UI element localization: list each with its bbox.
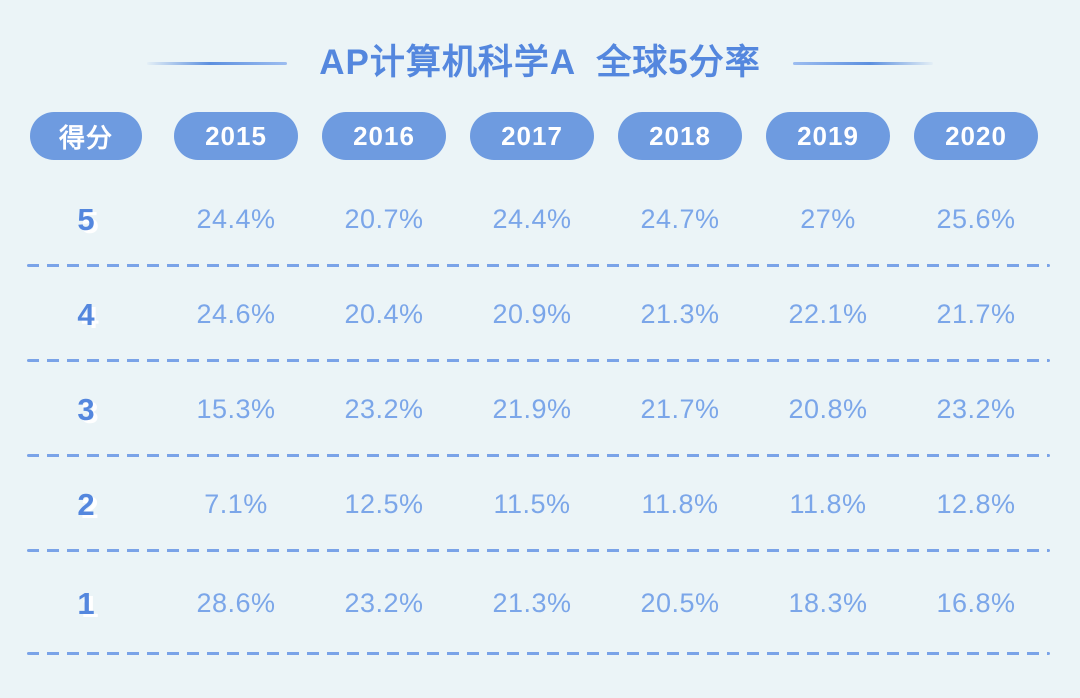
value-cell: 22.1%: [788, 299, 868, 329]
column-header-score: 得分: [30, 112, 142, 160]
table-row-score-5: 5 24.4% 20.7% 24.4% 24.7% 27% 25.6%: [0, 172, 1080, 267]
value-cell: 12.8%: [936, 489, 1016, 519]
value-cell: 12.5%: [344, 489, 424, 519]
value-cell: 20.4%: [344, 299, 424, 329]
value-cell: 25.6%: [936, 204, 1016, 234]
table-header-row: 得分 2015 2016 2017 2018 2019 2020: [0, 112, 1080, 160]
row-divider: [27, 264, 1050, 267]
column-header-2016: 2016: [322, 112, 446, 160]
value-cell: 21.3%: [640, 299, 720, 329]
value-cell: 20.9%: [492, 299, 572, 329]
row-divider: [27, 549, 1050, 552]
score-cell: 3: [77, 391, 95, 427]
table-row-score-4: 4 24.6% 20.4% 20.9% 21.3% 22.1% 21.7%: [0, 267, 1080, 362]
value-cell: 16.8%: [936, 588, 1016, 618]
row-divider: [27, 652, 1050, 655]
row-divider: [27, 454, 1050, 457]
table-body: 5 24.4% 20.7% 24.4% 24.7% 27% 25.6% 4 24…: [0, 172, 1080, 655]
value-cell: 23.2%: [936, 394, 1016, 424]
value-cell: 11.5%: [493, 489, 571, 519]
value-cell: 27%: [800, 204, 856, 234]
title-row: AP计算机科学A 全球5分率: [0, 0, 1080, 84]
page-title: AP计算机科学A 全球5分率: [319, 43, 761, 82]
value-cell: 11.8%: [789, 489, 867, 519]
column-header-2018: 2018: [618, 112, 742, 160]
value-cell: 24.7%: [640, 204, 720, 234]
title-decoration-line-right: [792, 61, 933, 65]
score-cell: 5: [77, 201, 95, 237]
score-cell: 4: [77, 296, 95, 332]
table-row-score-2: 2 7.1% 12.5% 11.5% 11.8% 11.8% 12.8%: [0, 457, 1080, 552]
value-cell: 20.5%: [640, 588, 720, 618]
score-cell: 1: [77, 585, 95, 621]
value-cell: 20.7%: [344, 204, 424, 234]
value-cell: 24.6%: [196, 299, 276, 329]
column-header-2020: 2020: [914, 112, 1038, 160]
value-cell: 11.8%: [641, 489, 719, 519]
value-cell: 24.4%: [492, 204, 572, 234]
value-cell: 21.7%: [640, 394, 720, 424]
value-cell: 24.4%: [196, 204, 276, 234]
value-cell: 23.2%: [344, 588, 424, 618]
score-cell: 2: [77, 486, 95, 522]
value-cell: 21.7%: [936, 299, 1016, 329]
value-cell: 28.6%: [196, 588, 276, 618]
value-cell: 21.9%: [492, 394, 572, 424]
column-header-2015: 2015: [174, 112, 298, 160]
value-cell: 20.8%: [788, 394, 868, 424]
column-header-2017: 2017: [470, 112, 594, 160]
value-cell: 21.3%: [492, 588, 572, 618]
table-row-score-3: 3 15.3% 23.2% 21.9% 21.7% 20.8% 23.2%: [0, 362, 1080, 457]
value-cell: 18.3%: [788, 588, 868, 618]
value-cell: 7.1%: [204, 489, 268, 519]
value-cell: 23.2%: [344, 394, 424, 424]
value-cell: 15.3%: [196, 394, 276, 424]
row-divider: [27, 359, 1050, 362]
title-decoration-line-left: [147, 61, 288, 65]
table-row-score-1: 1 28.6% 23.2% 21.3% 20.5% 18.3% 16.8%: [0, 552, 1080, 655]
column-header-2019: 2019: [766, 112, 890, 160]
